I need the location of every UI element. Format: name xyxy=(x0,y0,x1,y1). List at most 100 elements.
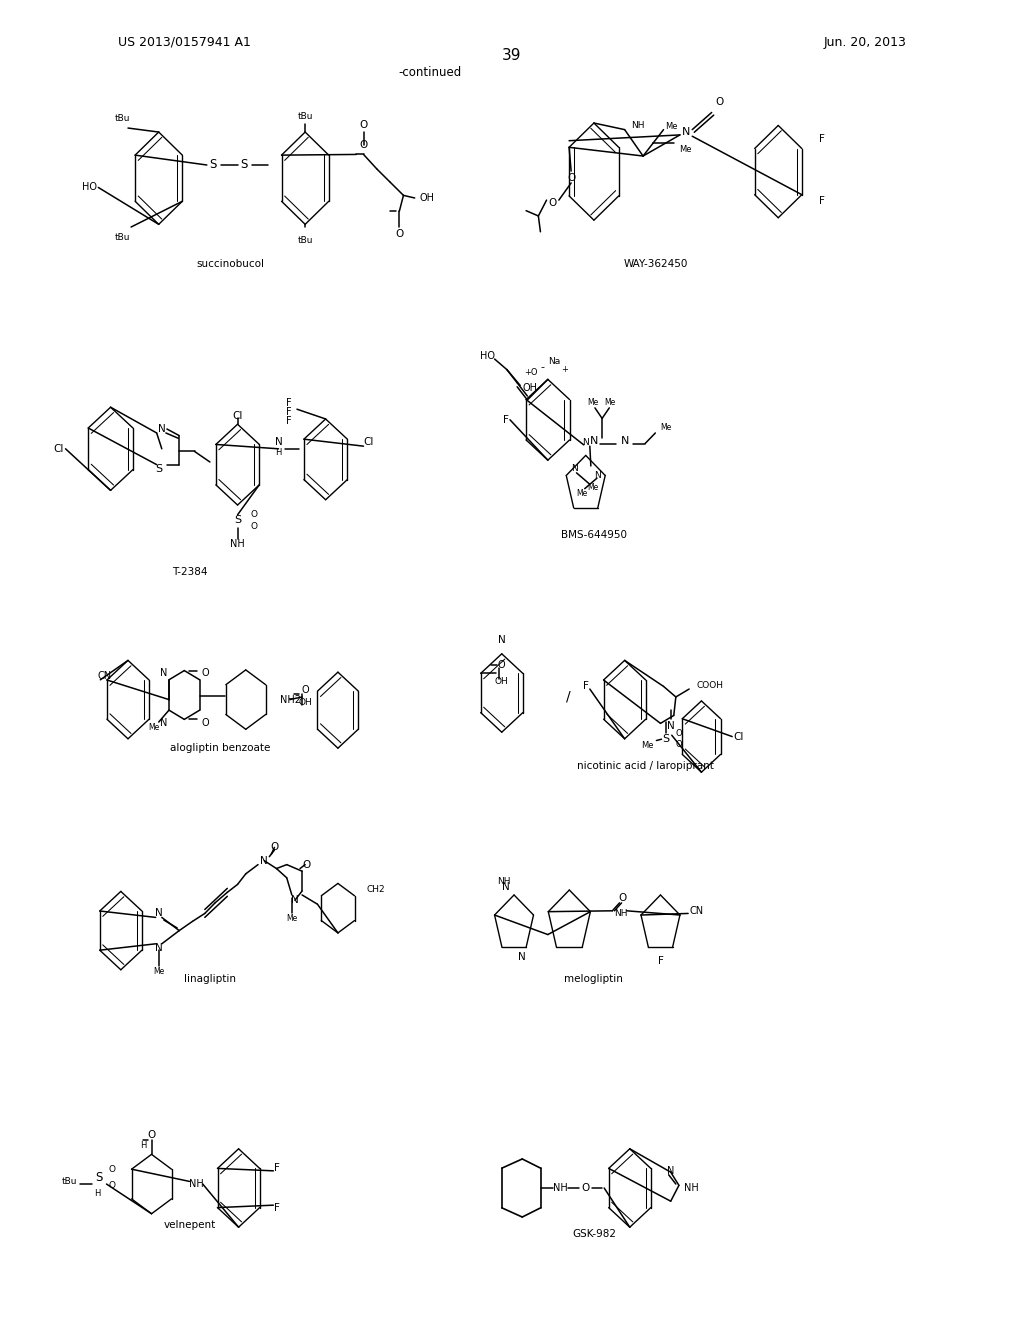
Text: CN: CN xyxy=(689,906,703,916)
Text: OH: OH xyxy=(495,677,508,686)
Text: S: S xyxy=(156,463,162,474)
Text: O: O xyxy=(301,685,309,696)
Text: H: H xyxy=(275,449,282,457)
Text: Me: Me xyxy=(641,742,653,750)
Text: Me: Me xyxy=(287,915,297,923)
Text: CH2: CH2 xyxy=(367,886,385,894)
Text: N: N xyxy=(155,908,163,919)
Text: GSK-982: GSK-982 xyxy=(572,1229,615,1239)
Text: NH: NH xyxy=(189,1179,204,1189)
Text: O: O xyxy=(251,523,258,531)
Text: N: N xyxy=(583,438,589,446)
Text: O: O xyxy=(251,511,258,519)
Text: HO: HO xyxy=(82,182,97,193)
Text: NH: NH xyxy=(684,1183,698,1193)
Text: O: O xyxy=(109,1181,116,1189)
Text: Me: Me xyxy=(587,483,598,492)
Text: NH: NH xyxy=(553,1183,567,1193)
Text: N: N xyxy=(158,424,166,434)
Text: O: O xyxy=(109,1166,116,1173)
Text: N: N xyxy=(160,668,167,678)
Text: O: O xyxy=(716,96,724,107)
Text: HO: HO xyxy=(479,351,495,362)
Text: Me: Me xyxy=(148,723,159,731)
Text: N: N xyxy=(594,471,600,480)
Text: -continued: -continued xyxy=(398,66,462,79)
Text: F: F xyxy=(819,195,825,206)
Text: N: N xyxy=(291,895,299,906)
Text: velnepent: velnepent xyxy=(163,1220,216,1230)
Text: tBu: tBu xyxy=(297,112,313,120)
Text: T-2384: T-2384 xyxy=(172,566,207,577)
Text: tBu: tBu xyxy=(297,236,313,244)
Text: CN: CN xyxy=(97,671,112,681)
Text: Me: Me xyxy=(577,490,588,499)
Text: F: F xyxy=(657,956,664,966)
Text: N: N xyxy=(502,882,510,892)
Text: NH: NH xyxy=(614,909,628,917)
Text: S: S xyxy=(209,158,217,172)
Text: Me: Me xyxy=(154,968,164,975)
Text: tBu: tBu xyxy=(61,1177,77,1185)
Text: Me: Me xyxy=(660,424,672,432)
Text: +O: +O xyxy=(524,368,538,376)
Text: F: F xyxy=(287,407,292,417)
Text: tBu: tBu xyxy=(115,115,131,123)
Text: N: N xyxy=(682,127,690,137)
Text: F: F xyxy=(274,1163,281,1173)
Text: N: N xyxy=(260,855,268,866)
Text: melogliptin: melogliptin xyxy=(564,974,624,985)
Text: Cl: Cl xyxy=(232,411,243,421)
Text: O: O xyxy=(147,1130,156,1140)
Text: N: N xyxy=(590,436,598,446)
Text: +: + xyxy=(561,366,568,374)
Text: O: O xyxy=(549,198,557,207)
Text: tBu: tBu xyxy=(115,234,131,242)
Text: O: O xyxy=(302,859,310,870)
Text: O: O xyxy=(618,892,627,903)
Text: NH: NH xyxy=(230,539,245,549)
Text: N: N xyxy=(667,1166,675,1176)
Text: N: N xyxy=(518,952,526,962)
Text: nicotinic acid / laropiprant: nicotinic acid / laropiprant xyxy=(577,760,714,771)
Text: NH: NH xyxy=(631,121,644,131)
Text: O: O xyxy=(582,1183,590,1193)
Text: linagliptin: linagliptin xyxy=(184,974,236,985)
Text: Me: Me xyxy=(666,123,678,132)
Text: N: N xyxy=(498,635,506,645)
Text: N: N xyxy=(274,437,283,447)
Text: O: O xyxy=(270,842,279,853)
Text: S: S xyxy=(234,515,241,525)
Text: F: F xyxy=(274,1203,281,1213)
Text: Me: Me xyxy=(605,399,615,407)
Text: Jun. 20, 2013: Jun. 20, 2013 xyxy=(823,36,906,49)
Text: Cl: Cl xyxy=(53,444,63,454)
Text: Cl: Cl xyxy=(364,437,374,447)
Text: Me: Me xyxy=(588,399,598,407)
Text: H: H xyxy=(140,1142,146,1150)
Text: O: O xyxy=(202,718,209,729)
Text: OH: OH xyxy=(298,698,312,706)
Text: NH: NH xyxy=(497,878,511,886)
Text: O: O xyxy=(567,173,575,182)
Text: BMS-644950: BMS-644950 xyxy=(561,529,627,540)
Text: Cl: Cl xyxy=(733,731,743,742)
Text: O: O xyxy=(359,140,368,150)
Text: COOH: COOH xyxy=(696,681,723,689)
Text: S: S xyxy=(95,1171,103,1184)
Text: Na: Na xyxy=(548,358,560,366)
Text: S: S xyxy=(240,158,248,172)
Text: O: O xyxy=(359,120,368,131)
Text: F: F xyxy=(819,133,825,144)
Text: N: N xyxy=(155,942,163,953)
Text: WAY-362450: WAY-362450 xyxy=(624,259,687,269)
Text: F: F xyxy=(503,414,509,425)
Text: F: F xyxy=(287,397,292,408)
Text: S: S xyxy=(663,734,669,744)
Text: F: F xyxy=(287,416,292,426)
Text: succinobucol: succinobucol xyxy=(197,259,264,269)
Text: US 2013/0157941 A1: US 2013/0157941 A1 xyxy=(118,36,251,49)
Text: O: O xyxy=(676,741,682,748)
Text: /: / xyxy=(566,690,570,704)
Text: -: - xyxy=(541,362,545,372)
